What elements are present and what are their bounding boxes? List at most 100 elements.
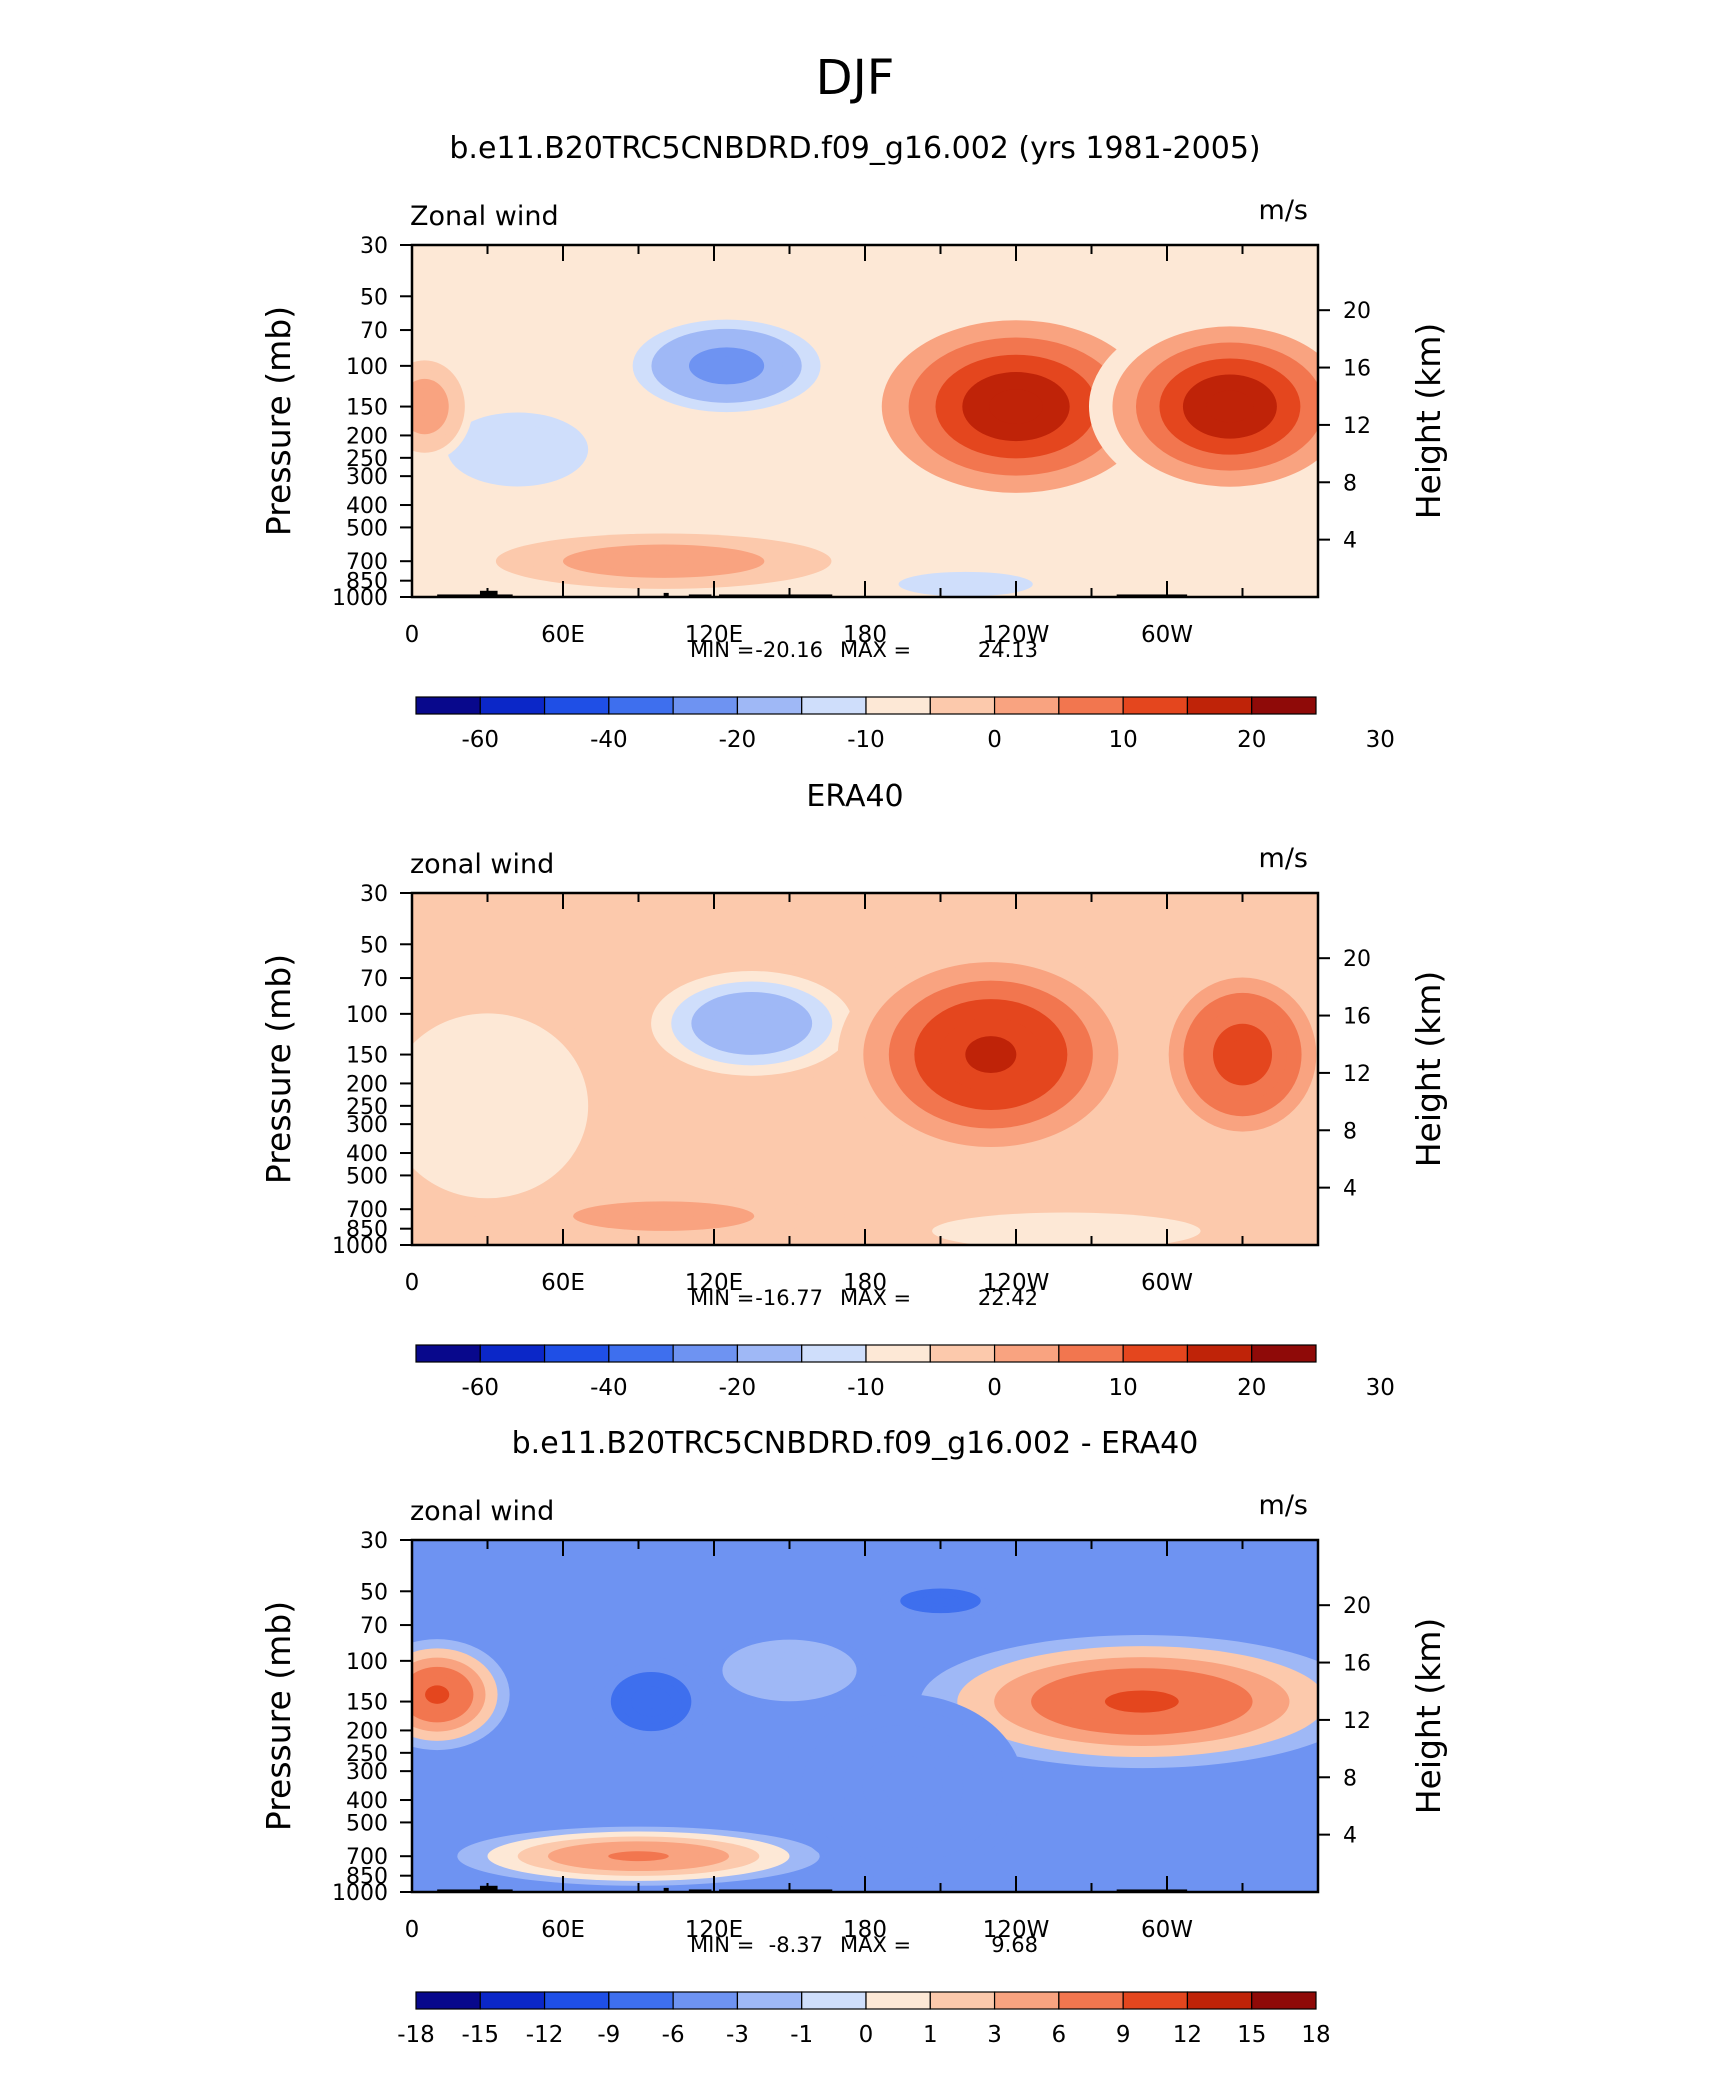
colorbar-label: 6 bbox=[1052, 2022, 1067, 2048]
colorbar-box bbox=[1186, 696, 1253, 715]
contour-field bbox=[412, 1540, 1318, 1892]
colorbar: -60 -40 -20 -10 0 10 20 30 bbox=[415, 1344, 1395, 1401]
x-tick-label: 0 bbox=[405, 622, 420, 648]
colorbar-label: -18 bbox=[397, 2022, 435, 2048]
colorbar-box bbox=[415, 1991, 481, 2010]
topography-mask-2 bbox=[663, 1887, 669, 1892]
y-right-tick-label: 16 bbox=[1343, 357, 1371, 382]
colorbar-label: -20 bbox=[719, 727, 757, 753]
colorbar: -60 -40 -20 -10 0 10 20 30 bbox=[415, 696, 1395, 753]
y-right-axis-label: Height (km) bbox=[1409, 971, 1448, 1168]
x-tick-label: 60E bbox=[541, 1270, 585, 1296]
colorbar-label: -10 bbox=[847, 727, 885, 753]
y-tick-label: 500 bbox=[346, 516, 388, 541]
contour-region-2-5 bbox=[989, 389, 1043, 424]
colorbar-box bbox=[736, 696, 803, 715]
x-tick-label: 180 bbox=[843, 1917, 887, 1943]
stat-min-value: -20.16 bbox=[755, 638, 823, 662]
x-tick-label: 0 bbox=[405, 1270, 420, 1296]
colorbar-box bbox=[1122, 696, 1189, 715]
y-tick-label: 700 bbox=[346, 1198, 388, 1223]
y-tick-label: 50 bbox=[360, 933, 388, 958]
colorbar-box bbox=[415, 1344, 481, 1363]
y-tick-label: 250 bbox=[346, 1095, 388, 1120]
contour-region-4-5 bbox=[633, 1211, 694, 1222]
panel-title: ERA40 bbox=[806, 779, 903, 814]
topography-mask-5 bbox=[1116, 1889, 1188, 1892]
contour-region-6-5 bbox=[882, 1771, 923, 1803]
y-tick-label: 700 bbox=[346, 1845, 388, 1870]
stat-max-value: 24.13 bbox=[978, 638, 1038, 662]
y-right-axis-label: Height (km) bbox=[1409, 1618, 1448, 1815]
y-tick-label: 200 bbox=[346, 1072, 388, 1097]
y-right-tick-label: 20 bbox=[1343, 299, 1371, 324]
y-tick-label: 200 bbox=[346, 424, 388, 449]
colorbar-box bbox=[415, 696, 481, 715]
colorbar-box bbox=[929, 1991, 996, 2010]
y-right-tick-label: 20 bbox=[1343, 947, 1371, 972]
y-tick-label: 100 bbox=[346, 1650, 388, 1675]
colorbar-box bbox=[929, 1344, 996, 1363]
colorbar-box bbox=[865, 1991, 931, 2010]
y-tick-label: 850 bbox=[346, 1865, 388, 1890]
stat-min-label: MIN = bbox=[690, 1933, 754, 1957]
colorbar-box bbox=[672, 696, 739, 715]
panel-variable-label: Zonal wind bbox=[410, 201, 559, 232]
topography-mask-0 bbox=[437, 594, 513, 597]
colorbar-label: 18 bbox=[1301, 2022, 1330, 2048]
colorbar-label: 0 bbox=[987, 727, 1002, 753]
x-tick-label: 120E bbox=[685, 622, 743, 648]
y-axis-label: Pressure (mb) bbox=[259, 306, 298, 536]
colorbar-box bbox=[608, 696, 674, 715]
colorbar-box bbox=[1058, 1344, 1124, 1363]
y-tick-label: 70 bbox=[360, 1614, 388, 1639]
colorbar-label: 0 bbox=[987, 1375, 1002, 1401]
colorbar-box bbox=[801, 696, 867, 715]
y-tick-label: 1000 bbox=[332, 1234, 388, 1259]
colorbar-box bbox=[993, 1344, 1060, 1363]
y-right-tick-label: 20 bbox=[1343, 1594, 1371, 1619]
y-tick-label: 100 bbox=[346, 1003, 388, 1028]
y-tick-label: 100 bbox=[346, 355, 388, 380]
x-tick-label: 60W bbox=[1141, 1270, 1193, 1296]
contour-field bbox=[412, 893, 1318, 1245]
contour-region-2-5 bbox=[608, 1851, 669, 1862]
y-tick-label: 1000 bbox=[332, 1881, 388, 1906]
colorbar-box bbox=[1251, 1991, 1317, 2010]
stat-min-value: -16.77 bbox=[755, 1286, 823, 1310]
colorbar-label: 10 bbox=[1109, 727, 1138, 753]
topography-mask-1 bbox=[479, 1885, 498, 1892]
colorbar-box bbox=[865, 696, 931, 715]
topography-mask-0 bbox=[437, 1889, 513, 1892]
colorbar-label: 9 bbox=[1116, 2022, 1131, 2048]
x-tick-label: 120W bbox=[983, 622, 1050, 648]
y-tick-label: 30 bbox=[360, 234, 388, 259]
topography-mask-2 bbox=[663, 592, 669, 597]
colorbar-label: -15 bbox=[461, 2022, 499, 2048]
panel-title: b.e11.B20TRC5CNBDRD.f09_g16.002 (yrs 198… bbox=[449, 131, 1260, 166]
contour-region-2-5 bbox=[965, 1036, 1017, 1074]
colorbar-box bbox=[1186, 1991, 1253, 2010]
y-right-tick-label: 16 bbox=[1343, 1652, 1371, 1677]
topography-mask-5 bbox=[1116, 594, 1188, 597]
topography-mask-4 bbox=[719, 594, 833, 597]
colorbar-box bbox=[479, 1344, 546, 1363]
contour-region-4-5 bbox=[930, 1597, 951, 1604]
colorbar-box bbox=[736, 1344, 803, 1363]
y-right-tick-label: 4 bbox=[1343, 1824, 1357, 1849]
colorbar-box bbox=[479, 696, 546, 715]
contour-region-6-5 bbox=[948, 581, 983, 588]
colorbar-box bbox=[801, 1344, 867, 1363]
colorbar-label: 20 bbox=[1237, 727, 1266, 753]
colorbar-label: -12 bbox=[526, 2022, 564, 2048]
colorbar-label: 0 bbox=[859, 2022, 874, 2048]
colorbar-box bbox=[1058, 1991, 1124, 2010]
y-right-tick-label: 12 bbox=[1343, 414, 1371, 439]
colorbar-box bbox=[1058, 696, 1124, 715]
stat-max-label: MAX = bbox=[840, 1286, 911, 1310]
colorbar-box bbox=[543, 1344, 610, 1363]
y-tick-label: 150 bbox=[346, 396, 388, 421]
stat-max-value: 9.68 bbox=[991, 1933, 1038, 1957]
y-tick-label: 50 bbox=[360, 285, 388, 310]
